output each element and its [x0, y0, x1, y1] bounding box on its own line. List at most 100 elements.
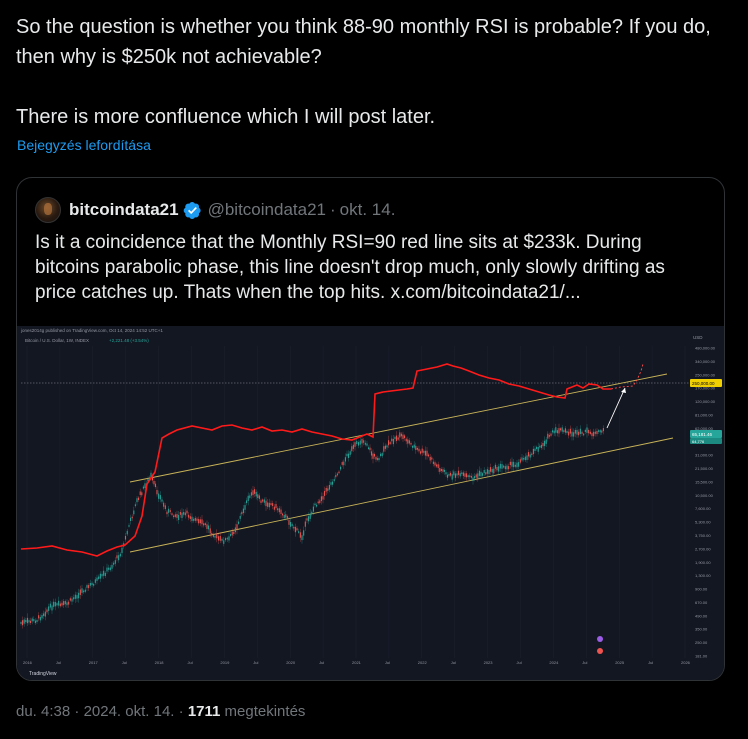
candle-body [503, 465, 505, 468]
level-price-tag [690, 379, 722, 387]
candle-body [343, 461, 345, 466]
translate-post-link[interactable]: Bejegyzés lefordítása [17, 137, 151, 153]
candle-body [519, 459, 521, 463]
candle-body [250, 492, 252, 496]
tweet-date[interactable]: 2024. okt. 14. [83, 703, 175, 720]
candle-body [356, 441, 358, 445]
candle-body [163, 502, 165, 507]
candle-body [257, 494, 259, 498]
candle-body [396, 435, 398, 441]
candle-body [598, 430, 600, 432]
candle-body [219, 536, 221, 541]
separator-dot: · [330, 200, 336, 219]
candle-body [434, 462, 436, 466]
candle-body [258, 495, 260, 499]
candle-body [540, 444, 542, 448]
separator-dot: · [74, 703, 80, 720]
candle-body [164, 505, 166, 509]
candle-body [553, 430, 555, 434]
candle-body [78, 592, 80, 599]
candle-body [474, 476, 476, 479]
candle-body [386, 445, 388, 448]
candle-body [73, 597, 75, 600]
candle-body [252, 490, 254, 496]
x-axis-tick-label: Jul [253, 660, 258, 665]
y-axis-tick-label: 181.00 [695, 654, 708, 659]
event-marker-icon[interactable] [597, 648, 603, 654]
candle-body [211, 532, 213, 535]
candle-body [116, 555, 118, 559]
candle-body [246, 500, 248, 504]
candle-body [458, 470, 460, 475]
quoted-author-name[interactable]: bitcoindata21 [69, 200, 179, 219]
candle-body [89, 583, 91, 586]
candle-body [293, 526, 295, 529]
candle-body [332, 481, 334, 485]
candle-body [38, 615, 40, 619]
candle-body [501, 464, 503, 469]
candle-body [48, 606, 50, 611]
candle-body [317, 501, 319, 504]
bitcoin-avatar-icon[interactable] [35, 197, 61, 223]
candle-body [61, 602, 63, 606]
candle-body [319, 500, 321, 504]
candle-body [59, 603, 61, 607]
quoted-tweet-header: bitcoindata21 @bitcoindata21 · okt. 14. [35, 197, 396, 223]
candle-body [544, 440, 546, 447]
candle-body [39, 617, 41, 621]
arrow-head-icon [621, 388, 626, 393]
candle-body [451, 474, 453, 480]
channel-upper-line [129, 373, 668, 483]
quoted-tweet-card[interactable]: bitcoindata21 @bitcoindata21 · okt. 14. … [16, 177, 725, 681]
candle-body [156, 489, 158, 495]
candle-body [161, 499, 163, 502]
candle-body [20, 621, 22, 624]
candle-body [54, 602, 56, 607]
candle-body [214, 535, 216, 538]
candle-body [179, 511, 181, 515]
y-axis-tick-label: 1,300.00 [695, 573, 711, 578]
candle-body [556, 430, 558, 434]
candle-body [296, 528, 298, 531]
candle-body [189, 516, 191, 519]
candle-body [431, 457, 433, 460]
event-marker-icon[interactable] [597, 636, 603, 642]
candle-body [508, 466, 510, 470]
candle-body [126, 530, 128, 535]
candle-body [267, 502, 269, 507]
candle-body [461, 472, 463, 475]
candle-body [491, 469, 493, 473]
candle-body [518, 462, 520, 467]
chart-image[interactable]: jones2014g published on TradingView.com,… [17, 326, 724, 680]
candle-body [136, 498, 138, 503]
tweet-time[interactable]: du. 4:38 [16, 703, 71, 720]
candle-body [46, 609, 48, 613]
candle-body [83, 590, 85, 593]
candle-body [462, 472, 464, 476]
candle-body [513, 461, 515, 468]
candle-body [286, 516, 288, 520]
x-axis-tick-label: 2021 [352, 660, 362, 665]
candle-body [475, 474, 477, 478]
candle-body [81, 588, 83, 593]
tweet-text: So the question is whether you think 88-… [16, 16, 711, 128]
candle-body [230, 534, 232, 536]
candle-body [420, 451, 422, 454]
candle-body [236, 524, 238, 530]
candle-body [139, 491, 141, 495]
candle-body [488, 469, 490, 475]
candle-body [352, 444, 354, 449]
candle-body [564, 428, 566, 433]
x-axis-tick-label: 2023 [484, 660, 494, 665]
candle-body [104, 572, 106, 577]
candle-body [306, 518, 308, 521]
candle-body [333, 479, 335, 482]
candle-body [33, 619, 35, 621]
candle-body [478, 470, 480, 476]
candle-body [439, 468, 441, 472]
candle-body [36, 620, 38, 623]
quoted-tweet-date[interactable]: okt. 14. [339, 200, 396, 219]
quoted-author-handle[interactable]: @bitcoindata21 [207, 200, 326, 219]
candle-body [223, 540, 225, 544]
candle-body [53, 601, 55, 607]
